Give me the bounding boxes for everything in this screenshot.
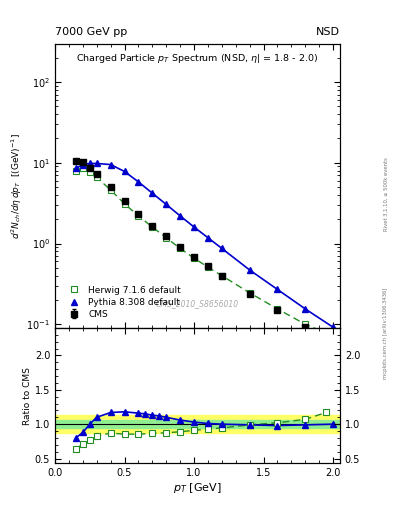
Herwig 7.1.6 default bbox=[164, 234, 169, 241]
Y-axis label: $d^{2}N_{ch}/d\eta\, dp_{T}$  [(GeV)$^{-1}$]: $d^{2}N_{ch}/d\eta\, dp_{T}$ [(GeV)$^{-1… bbox=[9, 133, 24, 239]
Herwig 7.1.6 default bbox=[122, 201, 127, 207]
Herwig 7.1.6 default bbox=[247, 290, 252, 296]
Pythia 8.308 default bbox=[219, 245, 224, 251]
Text: Rivet 3.1.10, ≥ 500k events: Rivet 3.1.10, ≥ 500k events bbox=[384, 158, 388, 231]
Pythia 8.308 default bbox=[275, 286, 280, 292]
Herwig 7.1.6 default bbox=[81, 165, 85, 172]
Pythia 8.308 default bbox=[192, 224, 196, 230]
Pythia 8.308 default bbox=[206, 234, 210, 241]
Herwig 7.1.6 default bbox=[206, 264, 210, 270]
Pythia 8.308 default bbox=[150, 190, 155, 196]
Legend: Herwig 7.1.6 default, Pythia 8.308 default, CMS: Herwig 7.1.6 default, Pythia 8.308 defau… bbox=[61, 282, 185, 323]
Pythia 8.308 default bbox=[331, 324, 335, 330]
Bar bbox=[55, 420, 340, 429]
Pythia 8.308 default bbox=[178, 213, 182, 219]
Herwig 7.1.6 default bbox=[192, 255, 196, 261]
Pythia 8.308 default bbox=[164, 201, 169, 207]
Herwig 7.1.6 default bbox=[87, 169, 92, 175]
Pythia 8.308 default bbox=[87, 160, 92, 166]
Herwig 7.1.6 default bbox=[275, 306, 280, 312]
Pythia 8.308 default bbox=[81, 161, 85, 167]
Text: Charged Particle $p_{T}$ Spectrum (NSD, $\eta$| = 1.8 - 2.0): Charged Particle $p_{T}$ Spectrum (NSD, … bbox=[77, 52, 318, 65]
Herwig 7.1.6 default bbox=[324, 330, 329, 336]
Bar bbox=[55, 415, 340, 433]
Pythia 8.308 default bbox=[303, 306, 308, 312]
Herwig 7.1.6 default bbox=[178, 245, 182, 251]
Herwig 7.1.6 default bbox=[73, 168, 78, 174]
X-axis label: $p_{T}$ [GeV]: $p_{T}$ [GeV] bbox=[173, 481, 222, 495]
Pythia 8.308 default bbox=[73, 165, 78, 172]
Herwig 7.1.6 default bbox=[219, 272, 224, 279]
Pythia 8.308 default bbox=[108, 161, 113, 167]
Pythia 8.308 default bbox=[122, 168, 127, 175]
Y-axis label: Ratio to CMS: Ratio to CMS bbox=[23, 367, 32, 424]
Pythia 8.308 default bbox=[136, 179, 141, 185]
Herwig 7.1.6 default bbox=[150, 224, 155, 230]
Text: 7000 GeV pp: 7000 GeV pp bbox=[55, 27, 127, 37]
Line: Pythia 8.308 default: Pythia 8.308 default bbox=[73, 160, 336, 330]
Text: CMS_2010_S8656010: CMS_2010_S8656010 bbox=[156, 299, 239, 308]
Herwig 7.1.6 default bbox=[136, 213, 141, 219]
Pythia 8.308 default bbox=[94, 160, 99, 166]
Herwig 7.1.6 default bbox=[303, 321, 308, 327]
Line: Herwig 7.1.6 default: Herwig 7.1.6 default bbox=[73, 165, 329, 336]
Pythia 8.308 default bbox=[247, 267, 252, 273]
Herwig 7.1.6 default bbox=[108, 187, 113, 193]
Text: NSD: NSD bbox=[316, 27, 340, 37]
Text: mcplots.cern.ch [arXiv:1306.3436]: mcplots.cern.ch [arXiv:1306.3436] bbox=[384, 287, 388, 378]
Herwig 7.1.6 default bbox=[94, 174, 99, 180]
